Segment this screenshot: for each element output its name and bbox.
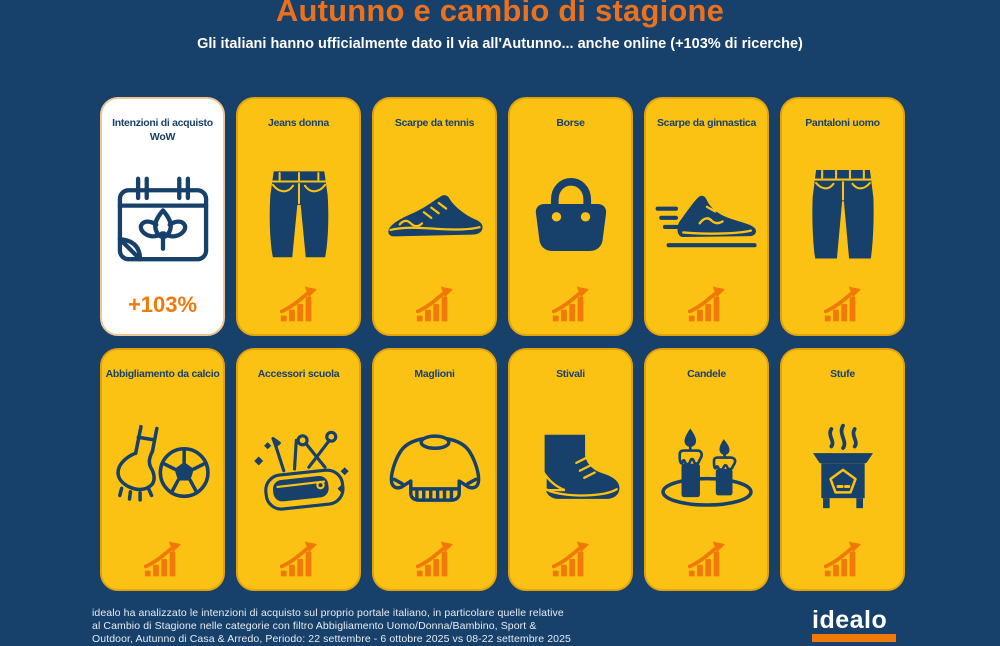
handbag-icon — [510, 145, 631, 286]
card-label: Scarpe da ginnastica — [656, 117, 757, 129]
logo-underline — [812, 634, 896, 642]
pencil-case-icon — [238, 396, 359, 541]
growth-chart-icon — [551, 286, 590, 322]
category-card: Stivali — [508, 348, 633, 591]
growth-chart-icon — [415, 541, 454, 577]
card-label: Intenzioni di acquisto WoW — [112, 117, 213, 143]
disclaimer-line: idealo ha analizzato le intenzioni di ac… — [92, 607, 564, 619]
card-label: Candele — [687, 368, 726, 380]
running-shoe-icon — [646, 145, 767, 286]
category-card: Scarpe da ginnastica — [644, 97, 769, 336]
growth-chart-icon — [687, 541, 726, 577]
card-label: Stufe — [830, 368, 855, 380]
disclaimer-line: al Cambio di Stagione nelle categorie co… — [92, 620, 537, 632]
highlight-card: Intenzioni di acquisto WoW +103% — [100, 97, 225, 336]
logo-text: idealo — [812, 606, 888, 634]
football-boot-ball-icon — [102, 396, 223, 541]
growth-chart-icon — [823, 286, 862, 322]
category-card: Jeans donna — [236, 97, 361, 336]
candles-icon — [646, 396, 767, 541]
growth-chart-icon — [279, 541, 318, 577]
category-card: Stufe — [780, 348, 905, 591]
page-subtitle: Gli italiani hanno ufficialmente dato il… — [197, 36, 803, 52]
wow-growth-value: +103% — [127, 292, 198, 317]
growth-chart-icon — [551, 541, 590, 577]
card-label: Jeans donna — [268, 117, 329, 129]
idealo-logo: idealo — [812, 606, 896, 642]
category-card: Candele — [644, 348, 769, 591]
category-card: Abbigliamento da calcio — [100, 348, 225, 591]
growth-chart-icon — [415, 286, 454, 322]
category-card: Maglioni — [372, 348, 497, 591]
growth-chart-icon — [823, 541, 862, 577]
card-label: Accessori scuola — [257, 368, 340, 380]
growth-chart-icon — [279, 286, 318, 322]
growth-chart-icon — [687, 286, 726, 322]
boot-icon — [510, 396, 631, 541]
sweater-icon — [374, 396, 495, 541]
tennis-shoe-icon — [374, 145, 495, 286]
card-label: Pantaloni uomo — [805, 117, 880, 129]
category-card: Scarpe da tennis — [372, 97, 497, 336]
stove-icon — [782, 396, 903, 541]
growth-chart-icon — [143, 541, 182, 577]
category-card: Borse — [508, 97, 633, 336]
card-label: Borse — [556, 117, 585, 129]
card-label: Scarpe da tennis — [394, 117, 475, 129]
cards-grid: Intenzioni di acquisto WoW +103% Jeans do… — [100, 97, 905, 591]
card-label: Stivali — [556, 368, 585, 380]
trousers-icon — [782, 145, 903, 286]
jeans-icon — [238, 145, 359, 286]
card-label: Abbigliamento da calcio — [105, 368, 220, 380]
calendar-leaf-icon — [102, 145, 223, 292]
category-card: Pantaloni uomo — [780, 97, 905, 336]
card-label: Maglioni — [414, 368, 455, 380]
disclaimer-text: idealo ha analizzato le intenzioni di ac… — [92, 607, 712, 646]
page-title: Autunno e cambio di stagione — [275, 0, 725, 28]
category-card: Accessori scuola — [236, 348, 361, 591]
